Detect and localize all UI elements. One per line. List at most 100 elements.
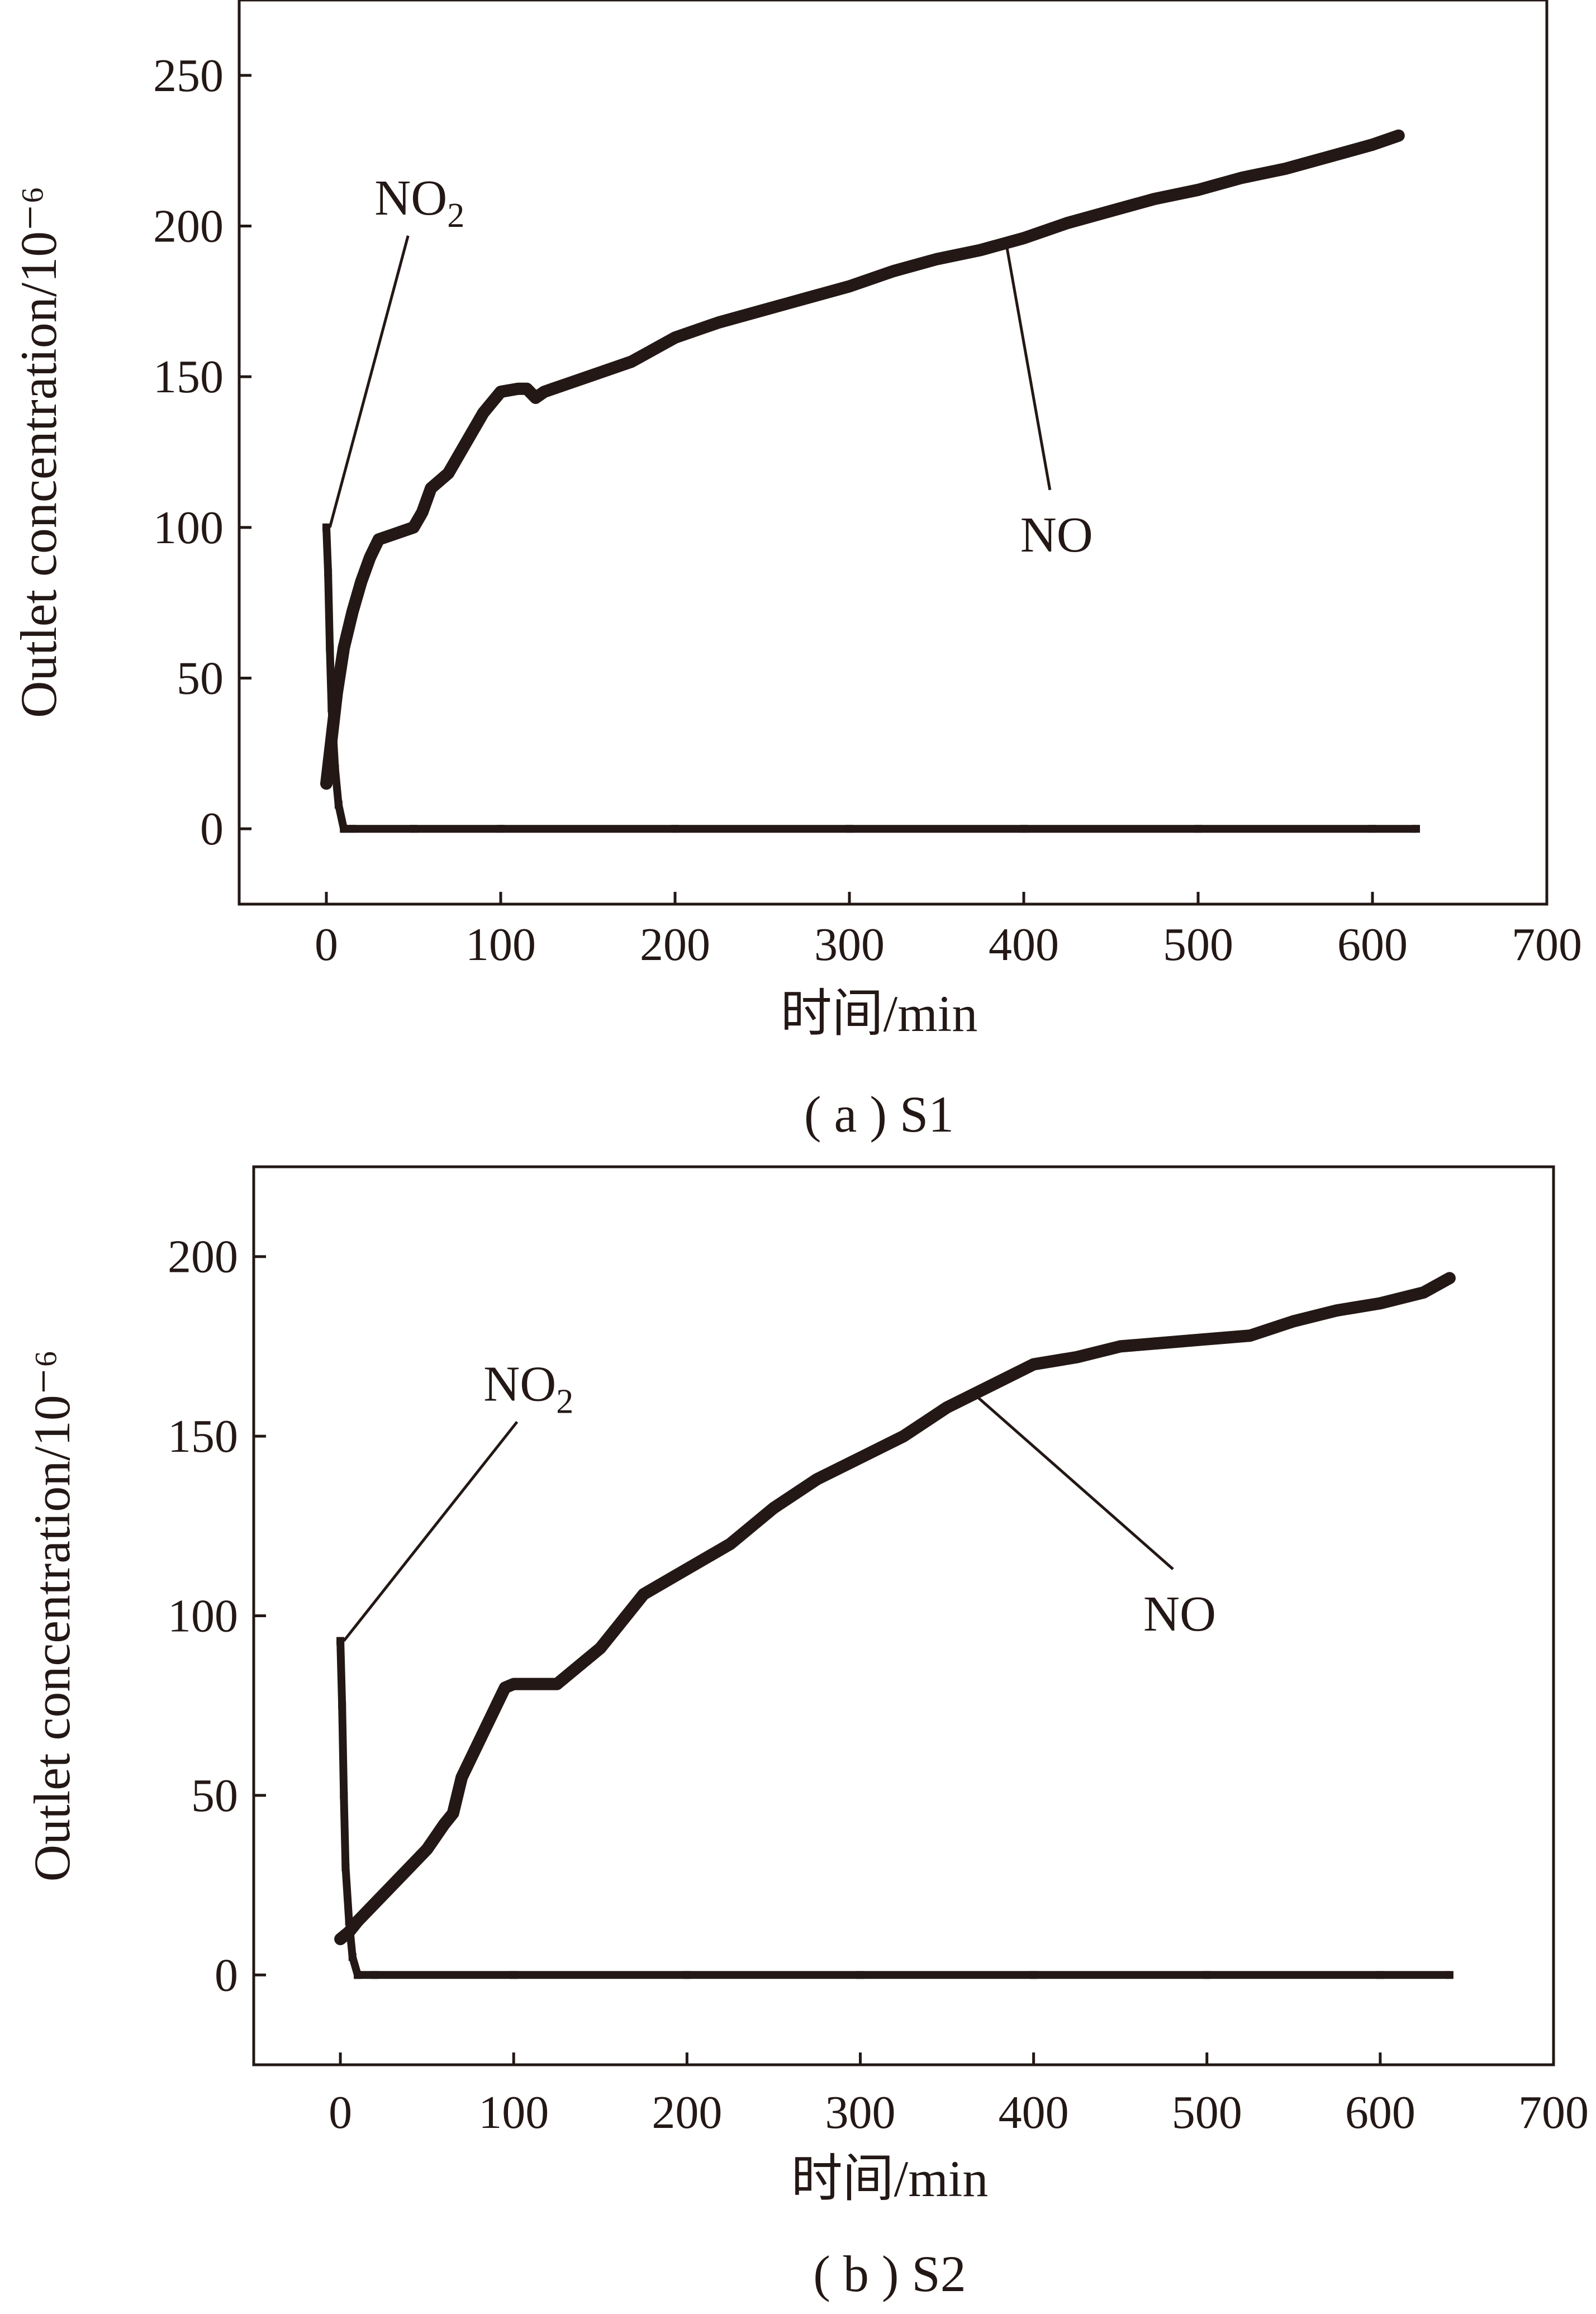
y-tick-label: 150 — [168, 1410, 238, 1462]
panel-caption: ( a ) S1 — [804, 1086, 954, 1143]
data-point-no — [856, 1453, 864, 1462]
data-point-no2 — [324, 568, 332, 577]
data-point-no — [423, 1845, 431, 1854]
data-point-no2 — [345, 1917, 353, 1925]
annotation-subscript: 2 — [447, 197, 464, 235]
data-point-no2 — [322, 523, 330, 531]
y-tick-label: 100 — [153, 502, 224, 554]
data-point-no — [527, 1680, 535, 1688]
x-tick-label: 700 — [1518, 2087, 1589, 2139]
data-point-no — [406, 1863, 414, 1871]
annotation-no2: NO2 — [374, 170, 464, 235]
data-point-no — [1107, 207, 1115, 215]
data-point-no2 — [340, 825, 348, 833]
x-tick-label: 100 — [478, 2087, 549, 2139]
data-point-no — [374, 535, 383, 544]
data-point-no2 — [683, 1971, 691, 1979]
x-tick-label: 300 — [814, 919, 885, 971]
data-point-no — [671, 334, 679, 342]
data-point-no2 — [1203, 1971, 1211, 1979]
data-point-no — [1116, 1342, 1124, 1351]
data-point-no — [531, 393, 540, 402]
annotation-no: NO — [1020, 507, 1093, 563]
data-point-no — [715, 319, 723, 327]
y-tick-label: 0 — [215, 1949, 238, 2001]
data-point-no2 — [336, 1637, 345, 1645]
data-point-no — [1281, 165, 1289, 173]
data-point-no2 — [846, 825, 853, 833]
data-point-no2 — [1369, 825, 1376, 833]
data-point-no — [371, 1899, 379, 1907]
data-point-no — [1376, 1299, 1384, 1308]
data-point-no2 — [1445, 1971, 1454, 1979]
annotation-text: NO — [1143, 1586, 1216, 1642]
data-point-no2 — [1194, 825, 1202, 833]
x-axis-title: 时间/min — [781, 985, 978, 1042]
data-point-no2 — [1020, 825, 1028, 833]
annotation-text: NO — [374, 170, 447, 226]
data-point-no — [479, 408, 487, 417]
data-point-no — [354, 1917, 362, 1925]
data-point-no — [584, 373, 592, 381]
data-point-no — [1020, 234, 1028, 243]
x-tick-label: 500 — [1172, 2087, 1242, 2139]
x-tick-label: 0 — [329, 2087, 352, 2139]
data-point-no — [392, 529, 400, 538]
data-point-no — [410, 523, 417, 531]
data-point-no — [366, 553, 374, 562]
panel-caption: ( b ) S2 — [813, 2245, 966, 2302]
data-point-no — [1063, 219, 1071, 227]
data-point-no — [1325, 153, 1333, 161]
data-point-no2 — [331, 764, 339, 773]
data-point-no — [628, 358, 635, 366]
y-tick-label: 200 — [168, 1231, 238, 1283]
x-axis-title: 时间/min — [791, 2150, 989, 2207]
data-point-no — [462, 439, 470, 447]
data-point-no — [726, 1540, 734, 1548]
data-point-no — [348, 607, 357, 616]
y-tick-label: 150 — [153, 351, 224, 403]
x-tick-label: 400 — [999, 2087, 1069, 2139]
data-point-no2 — [1412, 825, 1420, 833]
data-point-no — [1246, 1332, 1255, 1340]
data-point-no — [683, 1565, 691, 1573]
data-point-no2 — [671, 825, 679, 833]
data-point-no — [1160, 1338, 1168, 1347]
y-tick-label: 50 — [191, 1770, 238, 1822]
data-point-no — [357, 577, 365, 586]
data-point-no — [933, 255, 940, 263]
data-point-no2 — [510, 1971, 518, 1979]
y-tick-label: 50 — [177, 653, 224, 705]
annotation-leader — [343, 1420, 519, 1642]
data-point-no — [322, 780, 330, 788]
data-point-no — [1151, 194, 1158, 203]
data-point-no — [1333, 1306, 1341, 1315]
annotation-leader — [972, 1392, 1174, 1570]
data-point-no — [1394, 131, 1403, 140]
data-point-no — [514, 384, 522, 393]
data-point-no — [1419, 1288, 1428, 1296]
data-point-no — [889, 267, 897, 275]
data-point-no — [758, 306, 766, 315]
data-point-no — [440, 1820, 449, 1828]
data-point-no — [549, 384, 557, 393]
data-point-no — [900, 1432, 908, 1441]
data-point-no — [497, 388, 505, 396]
data-point-no2 — [326, 644, 334, 652]
x-tick-label: 600 — [1345, 2087, 1416, 2139]
data-point-no — [802, 294, 810, 302]
data-point-no — [475, 1737, 483, 1746]
x-tick-label: 400 — [989, 919, 1059, 971]
x-tick-label: 0 — [315, 919, 338, 971]
data-point-no — [943, 1403, 951, 1412]
data-point-no — [340, 644, 348, 652]
data-point-no2 — [856, 1971, 864, 1979]
data-point-no2 — [354, 1971, 362, 1979]
data-point-no — [540, 388, 548, 396]
data-point-no — [544, 1680, 553, 1688]
data-point-no — [501, 1684, 509, 1692]
x-tick-label: 500 — [1163, 919, 1233, 971]
data-point-no — [562, 1672, 570, 1681]
